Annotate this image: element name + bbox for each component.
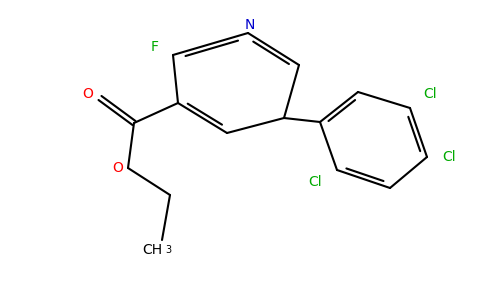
Text: Cl: Cl — [308, 175, 322, 189]
Text: O: O — [83, 87, 93, 101]
Text: 3: 3 — [165, 245, 171, 255]
Text: F: F — [151, 40, 159, 54]
Text: N: N — [245, 18, 255, 32]
Text: CH: CH — [142, 243, 162, 257]
Text: Cl: Cl — [442, 150, 456, 164]
Text: O: O — [113, 161, 123, 175]
Text: Cl: Cl — [423, 87, 437, 101]
